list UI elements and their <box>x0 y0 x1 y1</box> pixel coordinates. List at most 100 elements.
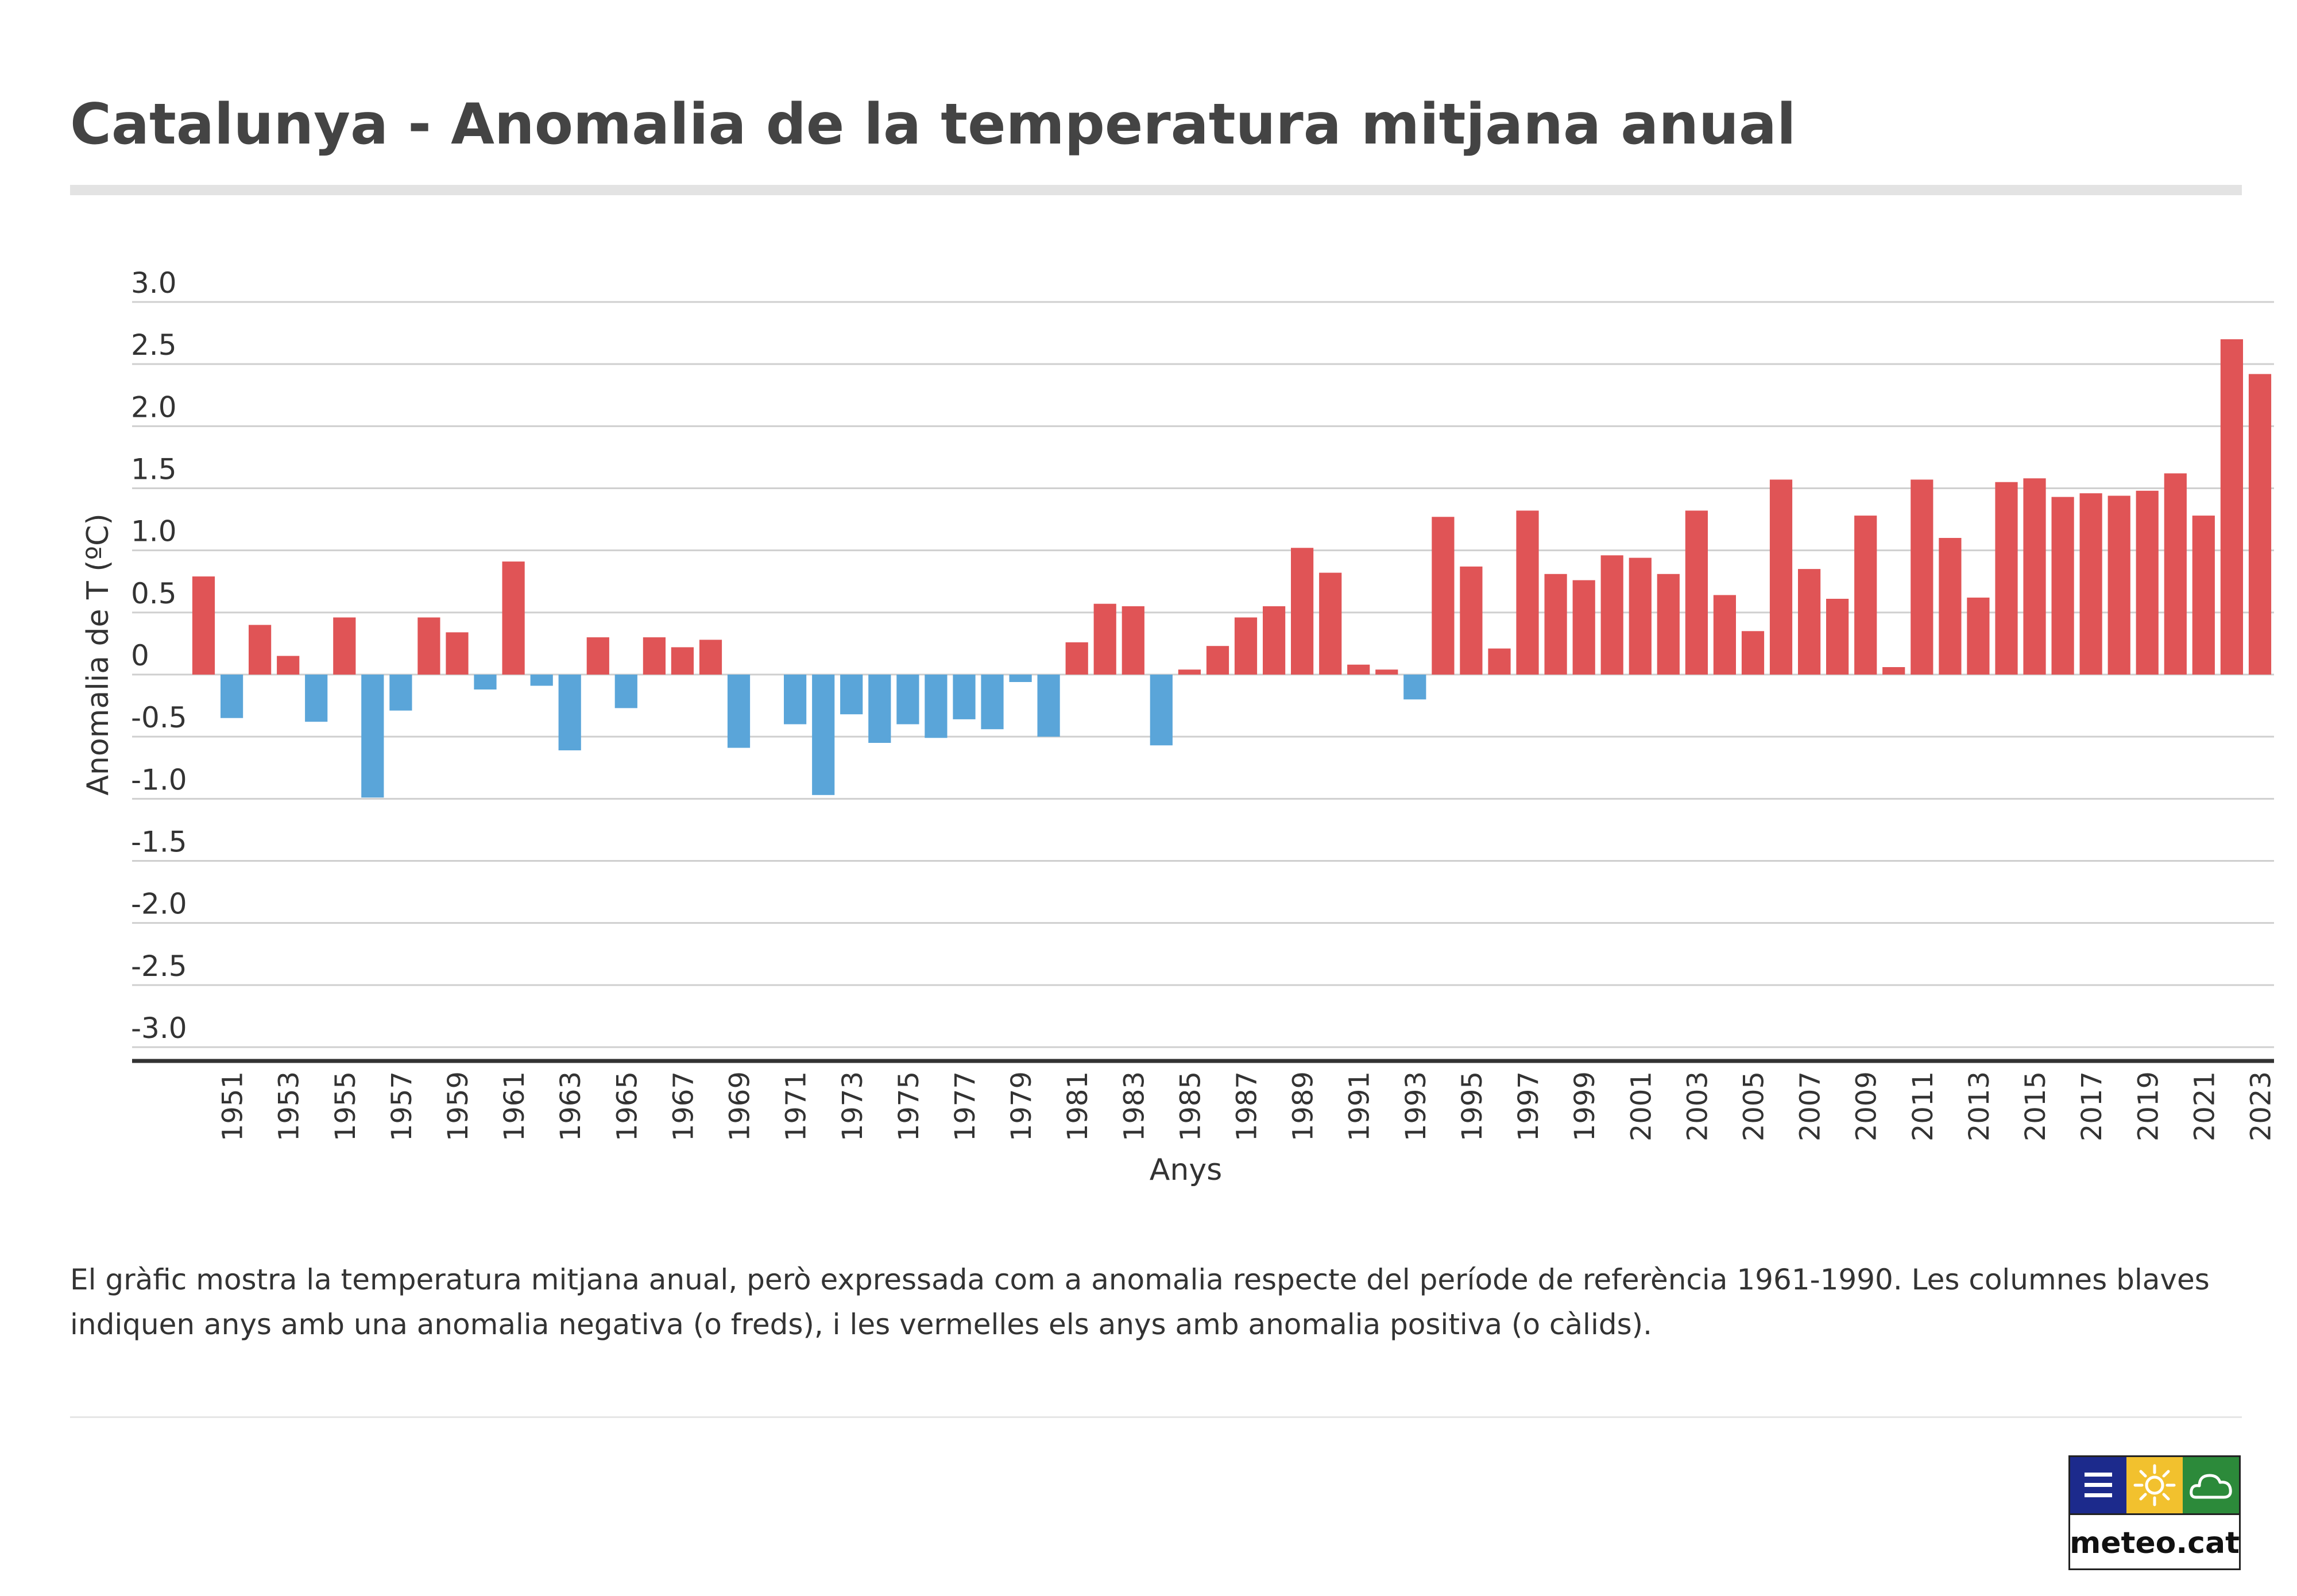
bar-1999 <box>1572 580 1595 675</box>
y-tick-label: -1.5 <box>131 826 187 859</box>
bar-1984 <box>1150 675 1173 746</box>
bar-2001 <box>1629 557 1652 675</box>
bar-1980 <box>1037 675 1060 737</box>
x-tick-label: 1961 <box>498 1071 531 1141</box>
title-divider <box>70 185 2242 195</box>
meteocat-logo: meteo.cat <box>2068 1455 2241 1570</box>
bar-1992 <box>1375 669 1398 675</box>
x-tick-label: 2001 <box>1625 1071 1657 1141</box>
x-tick-label: 1991 <box>1344 1071 1376 1141</box>
x-tick-label: 2019 <box>2132 1071 2164 1141</box>
bar-1981 <box>1065 642 1088 675</box>
x-tick-label: 1977 <box>949 1071 981 1141</box>
bar-2019 <box>2136 490 2159 675</box>
bar-1996 <box>1488 648 1511 675</box>
bar-1989 <box>1291 548 1314 675</box>
x-tick-label: 1973 <box>837 1071 869 1141</box>
y-tick-label: 0.5 <box>131 577 177 610</box>
bar-1977 <box>953 675 976 719</box>
x-tick-label: 1985 <box>1174 1071 1206 1141</box>
x-tick-label: 1983 <box>1118 1071 1150 1141</box>
y-tick-label: 1.0 <box>131 515 177 548</box>
bar-1985 <box>1178 669 1201 675</box>
bar-1975 <box>896 675 919 725</box>
y-axis-title: Anomalia de T (ºC) <box>81 513 115 795</box>
y-tick-label: 2.0 <box>131 390 177 424</box>
x-tick-label: 1965 <box>611 1071 643 1141</box>
chart-title: Catalunya - Anomalia de la temperatura m… <box>70 92 1796 157</box>
footer-divider <box>70 1416 2242 1418</box>
x-tick-label: 1963 <box>555 1071 587 1141</box>
bar-2013 <box>1967 597 1990 675</box>
x-tick-label: 2015 <box>2020 1071 2052 1141</box>
bar-1964 <box>586 637 609 675</box>
x-tick-label: 1997 <box>1513 1071 1545 1141</box>
x-tick-label: 1999 <box>1569 1071 1601 1141</box>
x-tick-label: 2011 <box>1907 1071 1939 1141</box>
x-tick-label: 2013 <box>1963 1071 1996 1141</box>
bar-2016 <box>2051 497 2074 675</box>
bar-1968 <box>699 640 722 675</box>
bar-1972 <box>812 675 835 795</box>
x-tick-label: 1987 <box>1231 1071 1263 1141</box>
y-tick-label: -1.0 <box>131 763 187 796</box>
y-tick-label: 2.5 <box>131 328 177 362</box>
bar-2023 <box>2248 374 2272 675</box>
x-tick-label: 1989 <box>1287 1071 1320 1141</box>
x-tick-label: 1993 <box>1400 1071 1432 1141</box>
bar-1969 <box>727 675 751 748</box>
gridlines <box>132 301 2274 1048</box>
bars-icon <box>2070 1457 2126 1513</box>
x-tick-label: 1969 <box>724 1071 756 1141</box>
x-axis-title: Anys <box>1150 1153 1222 1187</box>
y-tick-label: -2.0 <box>131 888 187 921</box>
y-tick-labels: 3.0 2.5 2.0 1.5 1.0 0.5 0 -0.5 -1.0 -1.5 -2.0 -2.5 -… <box>131 266 187 1045</box>
x-tick-label: 1959 <box>442 1071 474 1141</box>
bar-2021 <box>2192 516 2215 675</box>
sun-icon <box>2126 1457 2183 1513</box>
bar-2006 <box>1769 479 1793 675</box>
bar-1958 <box>417 617 440 675</box>
bar-2007 <box>1798 569 1821 675</box>
bar-2005 <box>1741 631 1765 675</box>
x-tick-label: 1975 <box>893 1071 925 1141</box>
x-tick-label: 1981 <box>1062 1071 1094 1141</box>
bar-1957 <box>389 675 412 711</box>
bar-1982 <box>1093 603 1116 675</box>
bar-1951 <box>221 675 243 718</box>
bar-1955 <box>333 617 356 675</box>
bar-2015 <box>2023 478 2046 675</box>
x-tick-label: 1979 <box>1006 1071 1038 1141</box>
bar-1959 <box>446 632 469 675</box>
x-tick-label: 2003 <box>1681 1071 1714 1141</box>
y-tick-label: -0.5 <box>131 701 187 734</box>
bar-1953 <box>277 656 300 675</box>
bar-1974 <box>868 675 891 743</box>
bars <box>192 339 2272 798</box>
bar-1997 <box>1516 510 1539 675</box>
cloud-icon <box>2183 1457 2239 1513</box>
bar-2017 <box>2079 493 2102 675</box>
bar-1979 <box>1009 675 1032 682</box>
bar-1987 <box>1234 617 1258 675</box>
bar-1971 <box>784 675 807 725</box>
bar-1986 <box>1206 646 1229 675</box>
x-tick-label: 2009 <box>1851 1071 1883 1141</box>
x-tick-labels: 1951 1953 1955 1957 1959 1961 1963 1965 1967 1969… <box>217 1071 2277 1141</box>
x-tick-label: 2021 <box>2188 1071 2221 1141</box>
y-tick-label: 0 <box>131 639 149 672</box>
bar-1988 <box>1263 606 1286 675</box>
bar-1995 <box>1460 566 1483 675</box>
bar-1991 <box>1347 664 1370 675</box>
bar-1976 <box>925 675 948 738</box>
y-tick-label: -3.0 <box>131 1012 187 1045</box>
bar-2009 <box>1854 516 1877 675</box>
chart-description: El gràfic mostra la temperatura mitjana … <box>70 1263 2210 1341</box>
bar-2012 <box>1939 538 1962 675</box>
bar-1960 <box>474 675 497 689</box>
bar-1998 <box>1544 574 1567 675</box>
bar-1973 <box>840 675 863 715</box>
y-tick-label: 1.5 <box>131 453 177 486</box>
bar-1956 <box>361 675 384 798</box>
bar-2022 <box>2220 339 2243 675</box>
